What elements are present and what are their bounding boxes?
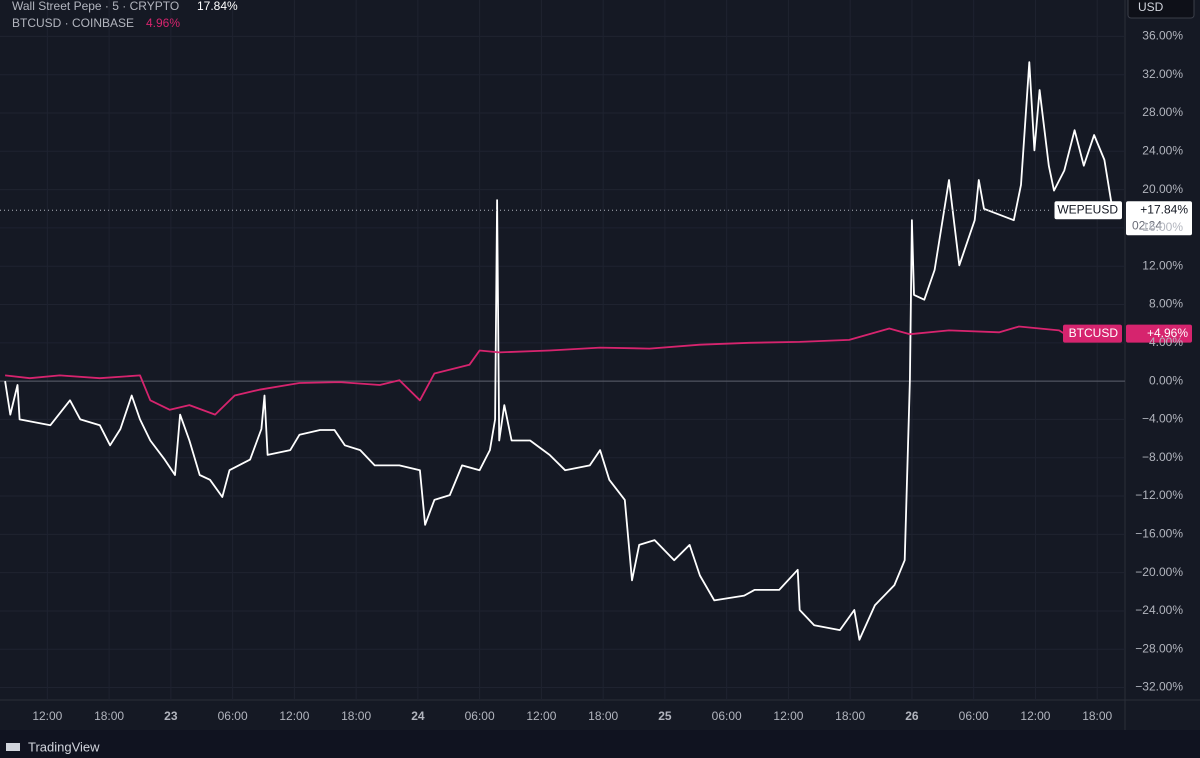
x-tick-label: 18:00 [588, 709, 618, 723]
x-tick-label: 24 [411, 709, 425, 723]
x-tick-label: 26 [905, 709, 919, 723]
y-tick-label: 24.00% [1142, 143, 1183, 157]
price-tag-label: +17.84% [1140, 202, 1188, 216]
price-tag [1126, 324, 1192, 343]
price-tags: WEPEUSD +17.84% 02:24 BTCUSD +4.96% [0, 201, 1192, 343]
x-tick-label: 12:00 [1020, 709, 1050, 723]
x-tick-label: 12:00 [526, 709, 556, 723]
y-tick-label: −8.00% [1142, 450, 1183, 464]
x-tick-label: 12:00 [32, 709, 62, 723]
y-tick-label: −12.00% [1135, 488, 1183, 502]
series-tag-name: BTCUSD [1069, 326, 1119, 340]
series-tag [1054, 201, 1122, 220]
x-tick-label: 18:00 [1082, 709, 1112, 723]
y-tick-label: 36.00% [1142, 29, 1183, 43]
plot [4, 61, 1114, 641]
y-tick-label: 28.00% [1142, 105, 1183, 119]
y-tick-label: 4.00% [1149, 335, 1183, 349]
x-tick-label: 06:00 [465, 709, 495, 723]
countdown: 02:24 [1132, 218, 1162, 232]
y-tick-label: 32.00% [1142, 67, 1183, 81]
x-tick-label: 23 [164, 709, 178, 723]
brand-logo[interactable]: TradingView [6, 739, 100, 754]
y-tick-label: −24.00% [1135, 603, 1183, 617]
y-tick-label: −32.00% [1135, 680, 1183, 694]
x-tick-label: 18:00 [341, 709, 371, 723]
y-tick-label: 16.00% [1142, 220, 1183, 234]
footer-bar [0, 730, 1200, 758]
y-tick-label: 0.00% [1149, 373, 1183, 387]
y-tick-label: 12.00% [1142, 258, 1183, 272]
y-tick-label: −28.00% [1135, 641, 1183, 655]
x-tick-label: 18:00 [94, 709, 124, 723]
y-tick-label: 8.00% [1149, 297, 1183, 311]
currency[interactable]: USD [1138, 0, 1164, 14]
price-tag [1126, 201, 1192, 236]
legend-value: 17.84% [197, 0, 238, 13]
legend-title: BTCUSD · COINBASE [12, 16, 134, 30]
y-tick-label: −20.00% [1135, 565, 1183, 579]
x-tick-label: 06:00 [712, 709, 742, 723]
y-tick-label: −4.00% [1142, 412, 1183, 426]
x-tick-label: 12:00 [279, 709, 309, 723]
brand[interactable]: TradingView [28, 739, 100, 754]
x-tick-label: 18:00 [835, 709, 865, 723]
currency-box[interactable] [1127, 0, 1195, 19]
legend-title: Wall Street Pepe · 5 · CRYPTO [12, 0, 179, 13]
x-tick-label: 06:00 [959, 709, 989, 723]
y-tick-label: 20.00% [1142, 182, 1183, 196]
x-tick-label: 12:00 [773, 709, 803, 723]
series-line [4, 61, 1114, 641]
series-tag [1063, 324, 1122, 343]
x-tick-label: 06:00 [218, 709, 248, 723]
legend-value: 4.96% [146, 16, 180, 30]
logo-mark [6, 743, 20, 751]
series-line [4, 325, 1065, 416]
grid [0, 0, 1125, 700]
series-tag-name: WEPEUSD [1057, 202, 1118, 216]
y-tick-label: −16.00% [1135, 527, 1183, 541]
price-tag-label: +4.96% [1147, 326, 1188, 340]
x-tick-label: 25 [658, 709, 672, 723]
